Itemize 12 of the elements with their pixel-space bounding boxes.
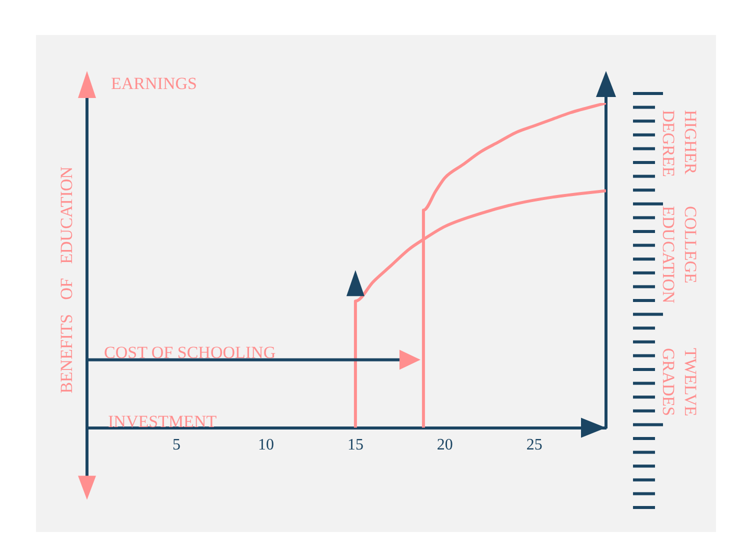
x-tick-label: 25 bbox=[526, 436, 542, 454]
annotation: COST OF SCHOOLING bbox=[104, 343, 276, 363]
x-tick-label: 15 bbox=[347, 436, 364, 454]
y-axis-title: BENEFITS OF EDUCATION bbox=[57, 166, 77, 394]
text: TWELVE GRADES bbox=[659, 348, 700, 416]
text: HIGHER DEGREE bbox=[659, 110, 700, 178]
x-tick-label: 5 bbox=[172, 436, 180, 454]
x-tick-label: 10 bbox=[258, 436, 274, 454]
text: COLLEGE EDUCATION bbox=[659, 206, 700, 304]
x-tick-label: 20 bbox=[436, 436, 453, 454]
annotation: INVESTMENT bbox=[108, 412, 217, 432]
text: EARNINGS bbox=[111, 74, 197, 94]
